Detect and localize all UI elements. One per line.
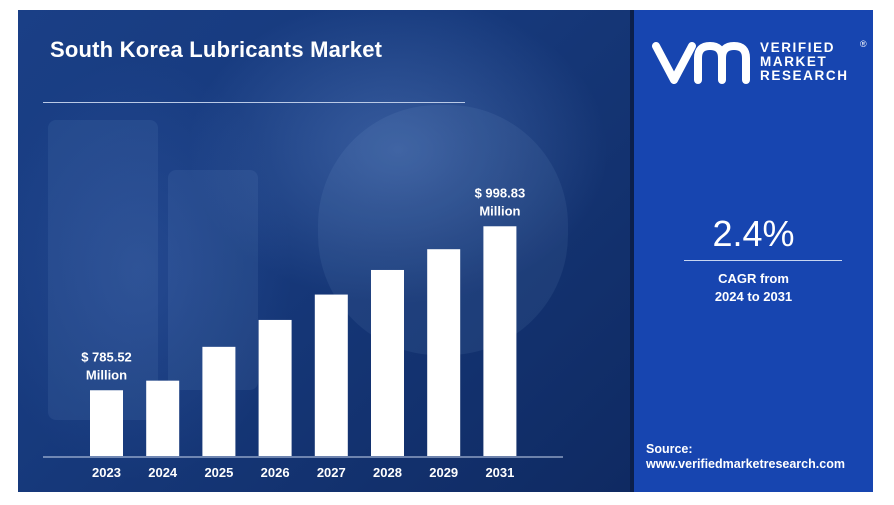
x-tick-label-2028: 2028 bbox=[373, 465, 402, 480]
bar-2028 bbox=[371, 269, 404, 456]
bar-chart: 2023 $ 785.52 Million 2024 2025 2026 2027 2028 2… bbox=[43, 185, 563, 480]
cagr-value: 2.4% bbox=[712, 213, 795, 254]
data-label-value-2023: $ 785.52 bbox=[81, 349, 132, 364]
chart-title: South Korea Lubricants Market bbox=[50, 37, 383, 62]
panel-divider bbox=[630, 10, 634, 492]
brand-line-2: MARKET bbox=[760, 54, 828, 69]
data-label-value-2031: $ 998.83 bbox=[475, 185, 526, 200]
brand-line-1: VERIFIED bbox=[760, 40, 836, 55]
brand-logo: VERIFIED MARKET RESEARCH ® bbox=[652, 39, 867, 90]
data-label-unit-2031: Million bbox=[479, 203, 520, 218]
bar-2025 bbox=[202, 346, 236, 456]
bar-2029 bbox=[427, 249, 461, 456]
source-label: Source: bbox=[646, 442, 693, 456]
x-tick-label-2023: 2023 bbox=[92, 465, 121, 480]
bar-2023 bbox=[90, 390, 123, 456]
cagr-label-line-1: CAGR from bbox=[718, 271, 789, 286]
x-tick-label-2026: 2026 bbox=[261, 465, 290, 480]
brand-line-3: RESEARCH bbox=[760, 68, 849, 83]
data-label-unit-2023: Million bbox=[86, 367, 127, 382]
bar-2027 bbox=[314, 294, 348, 456]
bar-2026 bbox=[258, 319, 292, 456]
summary-panel: VERIFIED MARKET RESEARCH ® 2.4% CAGR fro… bbox=[634, 10, 873, 492]
source-url: www.verifiedmarketresearch.com bbox=[646, 457, 845, 471]
title-underline bbox=[43, 102, 465, 103]
source-note: Source: www.verifiedmarketresearch.com bbox=[646, 442, 845, 472]
x-tick-label-2027: 2027 bbox=[317, 465, 346, 480]
chart-panel: South Korea Lubricants Market 2023 $ 785.… bbox=[18, 10, 630, 492]
cagr-label-line-2: 2024 to 2031 bbox=[714, 289, 793, 304]
bar-2024 bbox=[146, 380, 180, 456]
x-tick-label-2029: 2029 bbox=[429, 465, 458, 480]
x-tick-label-2024: 2024 bbox=[148, 465, 178, 480]
vm-logo-icon bbox=[652, 42, 750, 84]
registered-mark: ® bbox=[860, 39, 867, 49]
infographic-card: South Korea Lubricants Market 2023 $ 785.… bbox=[18, 10, 873, 492]
background-lab-photo bbox=[48, 120, 158, 420]
cagr-label: CAGR from 2024 to 2031 bbox=[634, 270, 873, 306]
cagr-underline bbox=[684, 260, 842, 261]
x-tick-label-2031: 2031 bbox=[485, 465, 514, 480]
bar-2031 bbox=[483, 226, 517, 456]
x-tick-label-2025: 2025 bbox=[204, 465, 233, 480]
brand-wordmark: VERIFIED MARKET RESEARCH bbox=[760, 41, 849, 83]
